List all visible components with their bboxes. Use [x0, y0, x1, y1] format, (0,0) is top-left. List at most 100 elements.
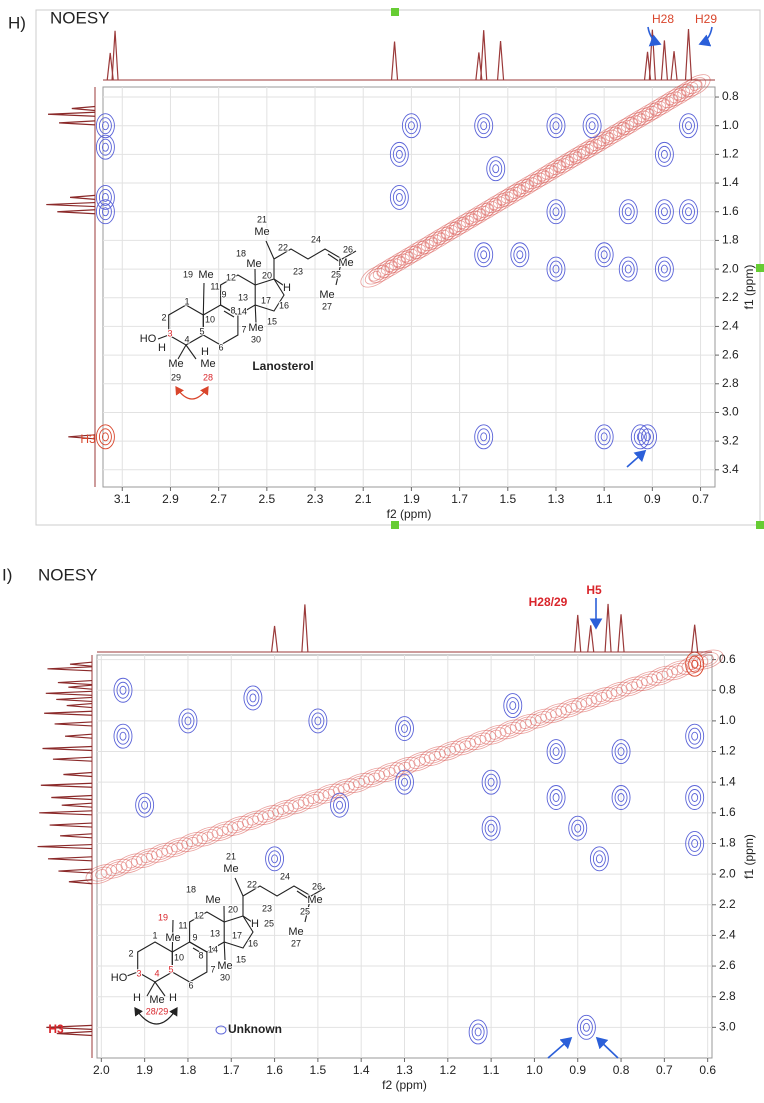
trace-peak [112, 31, 118, 80]
annotation: H5 [586, 583, 602, 597]
atom-label: 28 [203, 372, 213, 382]
x-tick-label: 1.2 [439, 1063, 456, 1077]
trace-peak [47, 667, 92, 671]
trace-peak [56, 697, 92, 701]
x-tick-label: 1.9 [136, 1063, 153, 1077]
atom-label: Me [319, 289, 334, 301]
atom-label: Me [200, 358, 215, 370]
atom-label: 21 [257, 214, 267, 224]
atom-label: H [283, 282, 291, 294]
atom-label: 27 [291, 938, 301, 948]
handle [391, 8, 399, 16]
x-tick-label: 1.0 [526, 1063, 543, 1077]
x-tick-label: 2.3 [307, 492, 324, 506]
annotation: H3 [48, 1022, 64, 1036]
atom-label: 25 [300, 906, 310, 916]
atom-label: 2 [161, 312, 166, 322]
atom-label: 12 [226, 272, 236, 282]
atom-label: HO [111, 972, 128, 984]
trace-peak [302, 604, 308, 652]
atom-label: Me [149, 994, 164, 1006]
atom-label: HO [140, 333, 157, 345]
atom-label: 15 [236, 954, 246, 964]
atom-label: 1 [184, 296, 189, 306]
trace-peak [44, 711, 92, 715]
atom-label: 17 [261, 295, 271, 305]
atom-label: 14 [208, 944, 218, 954]
trace-peak [685, 29, 691, 80]
y-tick-label: 2.0 [722, 261, 739, 275]
trace-peak [53, 757, 92, 761]
annotation: H28 [652, 12, 674, 26]
trace-peak [58, 869, 92, 873]
y-axis-label: f1 (ppm) [742, 834, 756, 879]
x-tick-label: 2.1 [355, 492, 372, 506]
atom-label: 4 [154, 968, 159, 978]
y-tick-label: 1.6 [722, 204, 739, 218]
atom-label: 20 [228, 904, 238, 914]
atom-label: 25 [264, 918, 274, 928]
x-tick-label: 1.3 [396, 1063, 413, 1077]
y-tick-label: 1.2 [719, 744, 736, 758]
atom-label: 17 [232, 930, 242, 940]
atom-label: Me [307, 894, 322, 906]
atom-label: 20 [262, 270, 272, 280]
trace-peak [60, 834, 92, 838]
y-tick-label: 3.4 [722, 462, 739, 476]
handle [756, 521, 764, 529]
atom-label: 29 [171, 372, 181, 382]
atom-label: 3 [167, 328, 172, 338]
trace-peak [272, 626, 278, 652]
y-tick-label: 0.8 [722, 89, 739, 103]
trace-peak [65, 734, 92, 738]
atom-label: 22 [278, 242, 288, 252]
atom-label: 14 [237, 306, 247, 316]
atom-label: 8 [198, 950, 203, 960]
x-tick-label: 1.8 [180, 1063, 197, 1077]
x-tick-label: 1.9 [403, 492, 420, 506]
atom-label: 11 [210, 281, 219, 291]
atom-label: 10 [174, 952, 184, 962]
atom-label: 2 [128, 948, 133, 958]
y-tick-label: 1.8 [719, 836, 736, 850]
atom-label: 18 [186, 884, 196, 894]
atom-label: Me [223, 863, 238, 875]
trace-peak [692, 625, 698, 652]
x-tick-label: 2.9 [162, 492, 179, 506]
y-tick-label: 1.8 [722, 233, 739, 247]
atom-label: Unknown [228, 1022, 282, 1036]
x-tick-label: 0.7 [656, 1063, 673, 1077]
atom-label: 26 [343, 244, 353, 254]
x-tick-label: 1.3 [548, 492, 565, 506]
atom-label: 24 [280, 871, 290, 881]
x-tick-label: 1.6 [266, 1063, 283, 1077]
y-tick-label: 1.4 [722, 175, 739, 189]
trace-peak [68, 685, 92, 689]
y-tick-label: 1.6 [719, 805, 736, 819]
y-tick-label: 3.2 [722, 433, 739, 447]
handle [756, 264, 764, 272]
y-tick-label: 3.0 [722, 405, 739, 419]
atom-label: 30 [220, 972, 230, 982]
atom-label: 26 [312, 881, 322, 891]
atom-label: Me [246, 258, 261, 270]
y-tick-label: 1.0 [719, 713, 736, 727]
atom-label: 28/29 [146, 1006, 169, 1016]
x-tick-label: 0.8 [613, 1063, 630, 1077]
trace-peak [43, 746, 93, 750]
atom-label: 5 [168, 964, 173, 974]
x-tick-label: 1.5 [499, 492, 516, 506]
atom-label: 27 [322, 301, 332, 311]
atom-label: 11 [178, 920, 187, 930]
atom-label: 4 [184, 334, 189, 344]
atom-label: 22 [247, 879, 257, 889]
atom-label: 12 [194, 910, 204, 920]
atom-label: 15 [267, 316, 277, 326]
atom-label: H [133, 992, 141, 1004]
trace-peak [51, 796, 92, 800]
trace-peak [46, 691, 92, 695]
trace-peak [50, 823, 92, 827]
